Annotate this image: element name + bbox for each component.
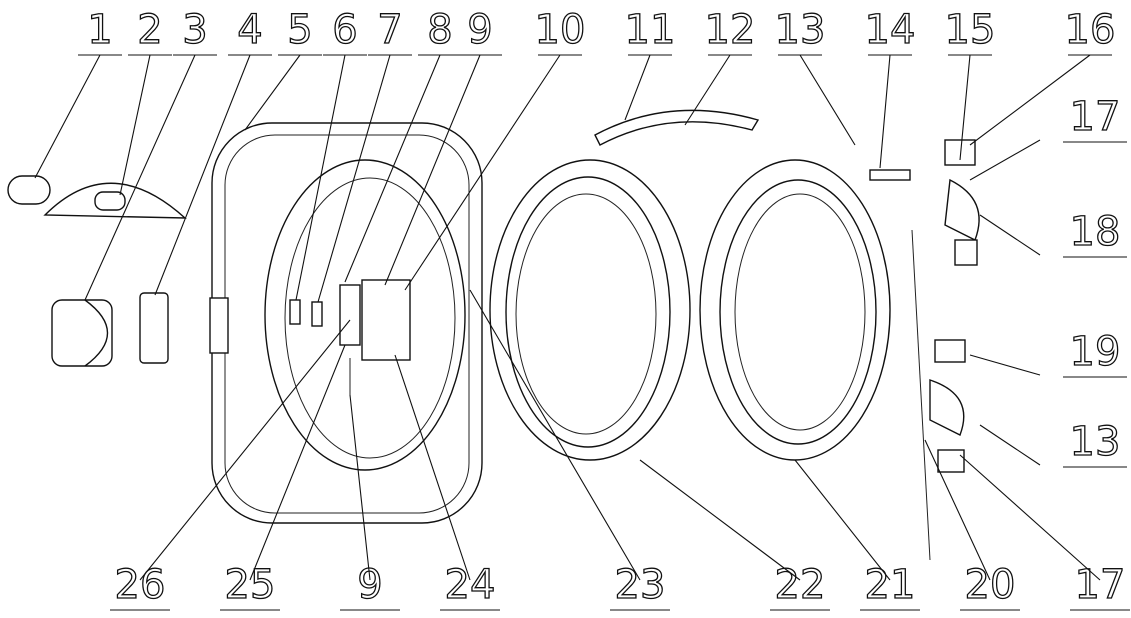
callout-number: 17 [1070,94,1121,140]
exploded-diagram: 1234567891011121314151617181913262592423… [0,0,1131,618]
callout-number: 14 [865,7,916,53]
callout-number: 16 [1065,7,1116,53]
callout-number: 13 [775,7,826,53]
callout-number: 10 [535,7,586,53]
callout-number: 12 [705,7,756,53]
callout-number: 13 [1070,419,1121,465]
callout-number: 6 [332,7,357,53]
callout-number: 18 [1070,209,1121,255]
callout-number: 21 [865,562,916,608]
callout-number: 25 [225,562,276,608]
callout-number: 20 [965,562,1016,608]
callout-number: 19 [1070,329,1121,375]
callout-number: 7 [377,7,402,53]
callout-number: 17 [1075,562,1126,608]
callout-number: 9 [467,7,492,53]
callout-number: 11 [625,7,676,53]
callout-number: 24 [445,562,496,608]
callout-number: 22 [775,562,826,608]
callout-number: 4 [237,7,262,53]
callout-number: 9 [357,562,382,608]
callout-number: 23 [615,562,666,608]
drawing [8,55,1100,580]
callout-number: 26 [115,562,166,608]
callout-number: 2 [137,7,162,53]
callout-number: 15 [945,7,996,53]
callout-number: 1 [87,7,112,53]
callout-number: 5 [287,7,312,53]
callout-number: 3 [182,7,207,53]
callout-number: 8 [427,7,452,53]
